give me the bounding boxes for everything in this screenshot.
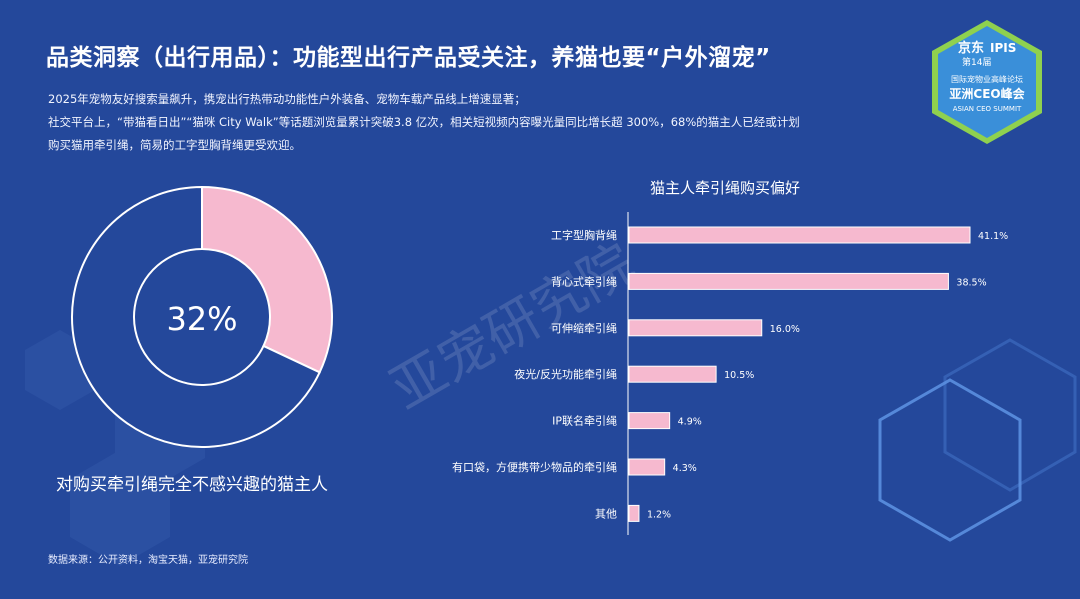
donut-chart	[71, 185, 333, 448]
bar-2	[628, 319, 763, 337]
bar-value-label-1: 38.5%	[956, 277, 986, 288]
bar-value-label-5: 4.3%	[673, 463, 697, 474]
badge-line3: ASIAN CEO SUMMIT	[953, 105, 1022, 113]
badge-brand: 京东	[958, 40, 984, 56]
bar-category-label-1: 背心式牵引绳	[551, 274, 617, 288]
donut-slice-1	[71, 185, 321, 448]
bar-value-label-2: 16.0%	[770, 324, 800, 335]
bar-category-label-5: 有口袋，方便携带少物品的牵引绳	[452, 460, 617, 474]
page-title: 品类洞察（出行用品）：功能型出行产品受关注，养猫也要“户外溜宠”	[46, 45, 771, 71]
bar-category-label-4: IP联名牵引绳	[552, 414, 617, 428]
badge-ipis: IPIS	[990, 41, 1016, 55]
bar-value-label-4: 4.9%	[678, 417, 702, 428]
donut-center-label: 32%	[166, 300, 237, 338]
bar-category-label-3: 夜光/反光功能牵引绳	[514, 367, 617, 381]
bar-4	[628, 412, 671, 430]
badge-line2: 亚洲CEO峰会	[949, 86, 1025, 101]
summit-badge-logo: 京东 IPIS 第14届 国际宠物业高峰论坛 亚洲CEO峰会 ASIAN CEO…	[932, 20, 1042, 144]
bar-value-label-3: 10.5%	[724, 370, 754, 381]
bar-chart: 工字型胸背绳 41.1% 背心式牵引绳 38.5% 可伸缩牵引绳 16.0% 夜光/反光功能…	[452, 226, 1008, 522]
badge-line1: 国际宠物业高峰论坛	[951, 74, 1023, 84]
bar-category-label-6: 其他	[595, 507, 617, 520]
bar-6	[628, 504, 640, 522]
badge-edition: 第14届	[962, 56, 991, 68]
data-source: 数据来源：公开资料，淘宝天猫，亚宠研究院	[48, 555, 248, 566]
decorative-hexagons-right	[878, 338, 1077, 542]
donut-slice-0	[201, 185, 333, 374]
bar-category-label-2: 可伸缩牵引绳	[551, 321, 617, 335]
description-line-3: 购买猫用牵引绳，简易的工字型胸背绳更受欢迎。	[48, 138, 301, 152]
bar-value-label-0: 41.1%	[978, 231, 1008, 242]
bar-5	[628, 458, 666, 476]
bar-0	[628, 226, 971, 244]
bar-category-label-0: 工字型胸背绳	[551, 228, 617, 242]
description-line-2: 社交平台上，“带猫看日出”“猫咪 City Walk”等话题浏览量累计突破3.8…	[48, 115, 800, 129]
description: 2025年宠物友好搜索量飙升，携宠出行热带动功能性户外装备、宠物车载产品线上增速…	[48, 88, 938, 157]
donut-caption: 对购买牵引绳完全不感兴趣的猫主人	[56, 475, 328, 495]
bar-3	[628, 365, 717, 383]
bar-value-label-6: 1.2%	[647, 509, 671, 520]
description-line-1: 2025年宠物友好搜索量飙升，携宠出行热带动功能性户外装备、宠物车载产品线上增速…	[48, 92, 526, 106]
bar-chart-title: 猫主人牵引绳购买偏好	[650, 179, 801, 197]
bar-1	[628, 272, 949, 290]
